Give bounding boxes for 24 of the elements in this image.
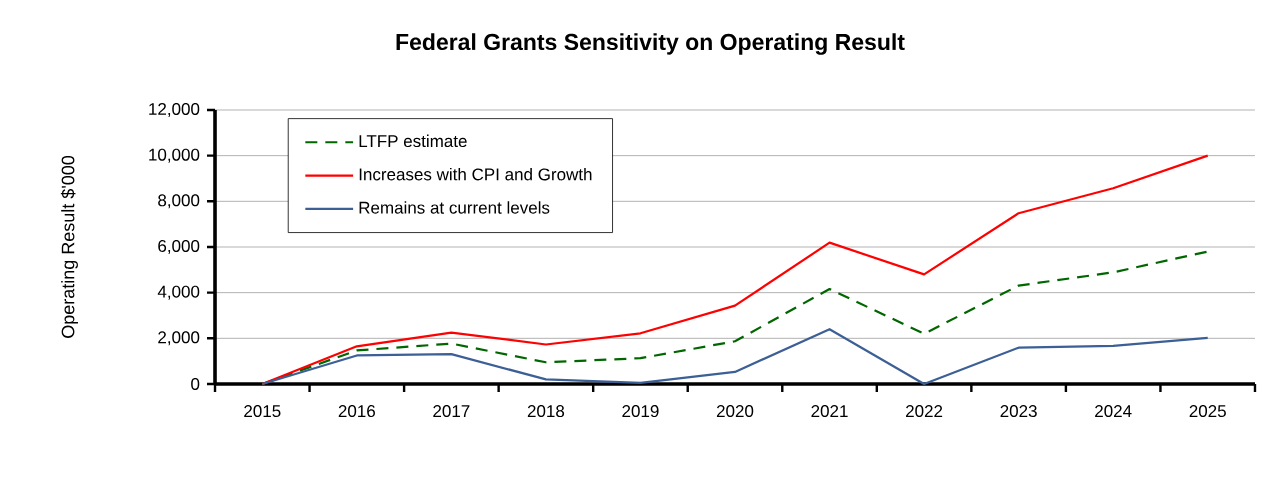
x-tick-label: 2017	[433, 405, 470, 418]
x-tick-label: 2016	[338, 405, 375, 418]
y-tick-label: 0	[191, 377, 200, 390]
x-tick-label: 2022	[906, 405, 943, 418]
chart-title: Federal Grants Sensitivity on Operating Result	[396, 33, 905, 55]
y-tick-label: 12,000	[149, 102, 200, 117]
legend-label: LTFP estimate	[359, 134, 467, 148]
x-tick-label: 2020	[716, 405, 754, 418]
x-tick-label: 2019	[622, 405, 659, 418]
y-axis-title: Operating Result $'000	[60, 155, 78, 338]
y-tick-label: 10,000	[149, 148, 200, 163]
x-tick-label: 2024	[1095, 405, 1132, 418]
x-tick-label: 2018	[527, 405, 565, 418]
y-tick-label: 6,000	[158, 239, 200, 254]
y-tick-label: 4,000	[157, 285, 200, 300]
legend-label: Remains at current levels	[359, 201, 550, 214]
legend-label: Increases with CPI and Growth	[359, 167, 592, 181]
y-tick-label: 8,000	[158, 194, 200, 209]
x-tick-label: 2015	[244, 405, 281, 418]
x-tick-label: 2025	[1189, 405, 1226, 418]
x-tick-label: 2021	[811, 405, 848, 418]
x-tick-label: 2023	[1000, 405, 1037, 418]
line-series	[261, 328, 1209, 386]
y-tick-label: 2,000	[158, 331, 200, 346]
